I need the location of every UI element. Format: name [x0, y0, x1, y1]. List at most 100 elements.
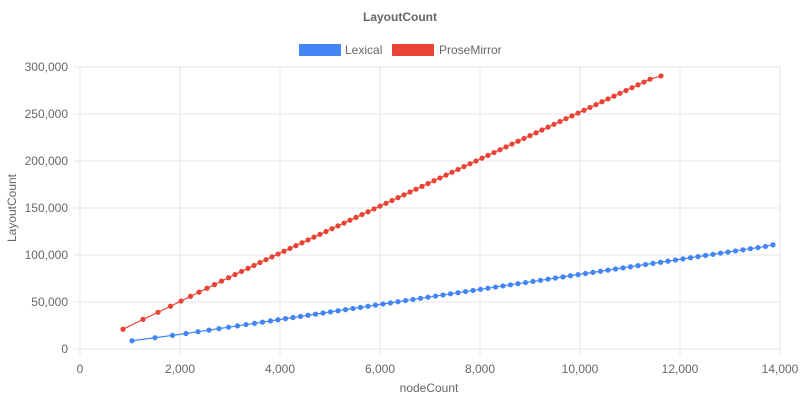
y-tick-label: 0 — [61, 342, 68, 356]
data-point-lexical — [620, 265, 626, 271]
data-point-lexical — [665, 258, 671, 264]
legend-item-lexical[interactable]: Lexical — [299, 43, 382, 57]
data-point-prosemirror — [658, 73, 664, 79]
data-point-lexical — [582, 270, 589, 277]
data-point-lexical — [462, 288, 469, 295]
data-point-lexical — [410, 296, 416, 303]
data-point-lexical — [702, 252, 709, 259]
data-point-lexical — [552, 275, 559, 281]
legend[interactable]: Lexical ProseMirror — [299, 43, 502, 57]
data-point-prosemirror — [275, 251, 281, 257]
data-point-prosemirror — [401, 192, 407, 198]
data-point-lexical — [320, 310, 326, 316]
data-point-lexical — [350, 305, 356, 312]
plot-area — [120, 73, 776, 344]
data-point-lexical — [695, 254, 701, 260]
data-point-lexical — [545, 276, 551, 282]
data-point-lexical — [770, 242, 776, 248]
data-point-prosemirror — [569, 113, 575, 119]
data-point-lexical — [575, 272, 581, 278]
data-point-lexical — [195, 329, 201, 335]
data-point-lexical — [297, 313, 304, 319]
data-point-lexical — [492, 284, 499, 290]
y-tick-label: 50,000 — [31, 295, 68, 309]
data-point-lexical — [335, 308, 341, 314]
data-point-prosemirror — [407, 189, 413, 195]
data-point-lexical — [687, 255, 694, 261]
data-point-prosemirror — [359, 211, 365, 218]
data-point-lexical — [725, 249, 731, 255]
data-point-prosemirror — [437, 175, 443, 181]
data-point-lexical — [275, 317, 281, 323]
data-point-prosemirror — [341, 220, 347, 226]
data-point-lexical — [635, 263, 641, 269]
data-point-lexical — [282, 316, 289, 322]
data-point-prosemirror — [335, 223, 341, 229]
data-point-prosemirror — [299, 240, 305, 246]
data-point-prosemirror — [443, 172, 449, 178]
data-point-prosemirror — [647, 76, 653, 82]
data-point-lexical — [402, 297, 409, 304]
data-point-lexical — [234, 323, 241, 329]
data-point-lexical — [243, 321, 249, 328]
x-tick-label: 12,000 — [662, 362, 699, 376]
data-point-lexical — [732, 248, 739, 254]
data-point-prosemirror — [461, 164, 467, 170]
data-point-lexical — [387, 300, 394, 306]
data-point-lexical — [417, 295, 424, 301]
data-point-lexical — [305, 312, 311, 318]
data-point-prosemirror — [389, 197, 395, 204]
data-point-lexical — [432, 293, 439, 299]
data-point-prosemirror — [353, 214, 359, 220]
series-lexical — [129, 242, 776, 344]
data-point-lexical — [372, 302, 379, 308]
data-point-lexical — [365, 303, 371, 309]
data-point-lexical — [259, 319, 266, 325]
series-line-prosemirror — [122, 75, 662, 330]
data-point-lexical — [590, 269, 596, 275]
data-point-prosemirror — [196, 289, 202, 295]
data-point-lexical — [312, 311, 319, 317]
data-point-prosemirror — [479, 155, 485, 161]
data-point-lexical — [380, 301, 386, 307]
series-prosemirror — [120, 73, 664, 332]
data-point-prosemirror — [238, 268, 245, 275]
y-tick-label: 100,000 — [25, 248, 69, 262]
data-point-prosemirror — [623, 87, 629, 94]
data-point-prosemirror — [527, 133, 533, 139]
data-point-lexical — [605, 267, 611, 273]
data-point-prosemirror — [269, 254, 275, 260]
data-point-prosemirror — [563, 116, 569, 122]
y-axis-label: LayoutCount — [5, 173, 19, 242]
data-point-prosemirror — [515, 138, 521, 144]
data-point-lexical — [357, 304, 364, 310]
data-point-prosemirror — [431, 178, 437, 184]
data-point-lexical — [485, 285, 491, 291]
data-point-lexical — [290, 314, 296, 321]
data-point-prosemirror — [605, 96, 611, 102]
data-point-lexical — [395, 299, 401, 305]
data-point-lexical — [342, 307, 349, 313]
data-point-prosemirror — [218, 278, 225, 284]
data-point-prosemirror — [467, 161, 473, 167]
data-point-lexical — [522, 279, 529, 286]
data-point-prosemirror — [557, 118, 563, 125]
x-tick-label: 2,000 — [165, 362, 195, 376]
data-point-prosemirror — [521, 135, 527, 142]
data-point-lexical — [251, 320, 258, 326]
data-point-lexical — [477, 286, 484, 292]
data-point-prosemirror — [413, 186, 419, 192]
data-point-prosemirror — [473, 158, 479, 164]
data-point-lexical — [642, 261, 649, 268]
data-point-prosemirror — [581, 107, 587, 113]
data-point-prosemirror — [455, 166, 461, 173]
data-point-prosemirror — [395, 195, 401, 201]
data-point-lexical — [612, 266, 619, 272]
legend-swatch-prosemirror — [392, 44, 434, 56]
data-point-prosemirror — [617, 90, 623, 96]
data-point-prosemirror — [491, 149, 497, 156]
data-point-prosemirror — [204, 285, 210, 291]
legend-item-prosemirror[interactable]: ProseMirror — [392, 43, 502, 57]
data-point-lexical — [650, 260, 656, 266]
data-point-lexical — [183, 330, 189, 337]
